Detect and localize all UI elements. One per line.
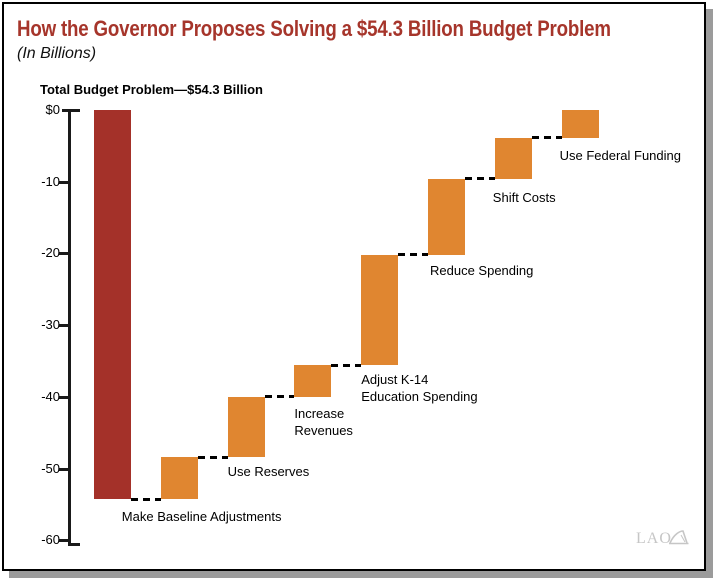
y-tick-zero-cap bbox=[62, 109, 80, 112]
y-tick-label: -10 bbox=[41, 173, 60, 189]
bar-label-reduce-spending: Reduce Spending bbox=[430, 262, 533, 279]
connector-make-baseline-adjustments bbox=[131, 497, 161, 501]
bar-total-budget-problem bbox=[94, 110, 131, 500]
bar-label-use-reserves: Use Reserves bbox=[228, 463, 310, 480]
bar-label-shift-costs: Shift Costs bbox=[493, 189, 556, 206]
connector-increase-revenues bbox=[264, 395, 295, 399]
connector-adjust-k-14-education-spending bbox=[331, 363, 362, 367]
bar-label-make-baseline-adjustments: Make Baseline Adjustments bbox=[122, 508, 282, 525]
y-tick bbox=[59, 467, 70, 471]
bar-adjust-k-14-education-spending bbox=[361, 254, 399, 366]
total-budget-annotation: Total Budget Problem—$54.3 Billion bbox=[40, 82, 263, 97]
figure-title: How the Governor Proposes Solving a $54.… bbox=[17, 16, 716, 42]
lao-bear-icon bbox=[668, 530, 689, 545]
connector-shift-costs bbox=[465, 177, 495, 181]
y-tick-label: -30 bbox=[41, 317, 60, 333]
y-tick bbox=[59, 395, 70, 399]
bar-use-federal-funding bbox=[561, 110, 599, 138]
bar-shift-costs bbox=[494, 137, 532, 179]
bar-label-use-federal-funding: Use Federal Funding bbox=[560, 147, 681, 164]
bar-label-line: Make Baseline Adjustments bbox=[121, 509, 282, 525]
bar-label-line: Revenues bbox=[294, 422, 353, 438]
bar-label-line: Education Spending bbox=[361, 389, 478, 405]
waterfall-chart: $0 -10 -20 -30 -40 -50 -60 Make Baseline Adjust… bbox=[4, 4, 704, 569]
bar-use-reserves bbox=[227, 396, 265, 458]
figure-frame: How the Governor Proposes Solving a $54.… bbox=[2, 2, 706, 571]
y-tick bbox=[59, 252, 70, 256]
figure-subtitle: (In Billions) bbox=[17, 45, 97, 62]
connector-reduce-spending bbox=[398, 253, 428, 257]
bar-make-baseline-adjustments bbox=[160, 457, 198, 500]
y-axis-line bbox=[68, 110, 71, 547]
bar-label-line: Use Reserves bbox=[227, 464, 310, 480]
bar-label-line: Shift Costs bbox=[492, 189, 556, 205]
connector-use-reserves bbox=[197, 455, 228, 459]
bar-label-line: Adjust K-14 bbox=[361, 372, 429, 388]
bar-label-increase-revenues: Increase Revenues bbox=[294, 405, 353, 439]
y-tick-label: -50 bbox=[41, 460, 60, 476]
y-tick bbox=[59, 324, 70, 328]
bar-reduce-spending bbox=[428, 178, 465, 255]
y-tick-label: $0 bbox=[45, 102, 60, 117]
lao-logo-text: LAO bbox=[636, 530, 672, 547]
bar-label-line: Increase bbox=[294, 405, 345, 421]
y-tick-label: -40 bbox=[41, 388, 60, 404]
y-tick bbox=[59, 180, 70, 184]
bar-label-line: Reduce Spending bbox=[430, 262, 534, 278]
bar-label-adjust-k-14-education-spending: Adjust K-14 Education Spending bbox=[361, 371, 477, 405]
lao-logo: LAO bbox=[636, 530, 690, 548]
y-tick-label: -20 bbox=[41, 245, 60, 261]
connector-use-federal-funding bbox=[531, 136, 562, 140]
y-tick-label: -60 bbox=[41, 532, 60, 548]
y-axis-bottom-cap bbox=[68, 543, 80, 547]
bar-label-line: Use Federal Funding bbox=[559, 147, 681, 163]
figure-title-text: How the Governor Proposes Solving a $54.… bbox=[17, 16, 611, 41]
y-tick bbox=[59, 539, 70, 543]
bar-increase-revenues bbox=[294, 365, 332, 397]
